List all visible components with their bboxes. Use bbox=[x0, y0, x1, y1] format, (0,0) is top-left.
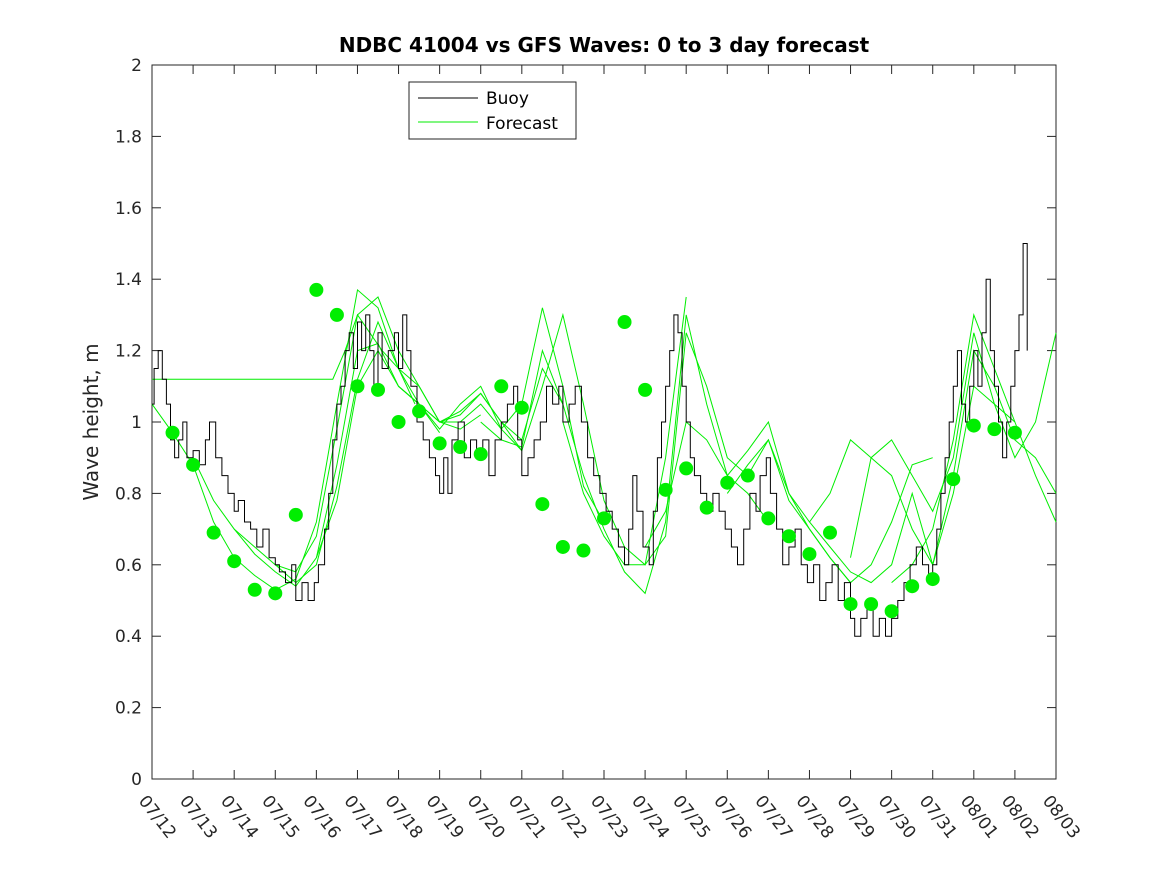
forecast-marker bbox=[391, 415, 406, 429]
y-tick-label: 0.4 bbox=[115, 627, 142, 647]
forecast-marker bbox=[699, 500, 714, 515]
forecast-marker bbox=[679, 461, 694, 476]
forecast-marker bbox=[227, 554, 242, 569]
y-tick-label: 0.2 bbox=[115, 699, 142, 719]
forecast-marker bbox=[740, 468, 755, 483]
y-tick-label: 0 bbox=[131, 770, 142, 790]
x-tick-label: 07/15 bbox=[257, 792, 303, 843]
x-tick-label: 07/12 bbox=[134, 792, 180, 843]
x-tick-label: 07/13 bbox=[175, 792, 221, 843]
forecast-marker bbox=[432, 436, 447, 451]
forecast-marker bbox=[206, 525, 221, 540]
x-tick-label: 08/01 bbox=[956, 792, 1002, 843]
forecast-marker bbox=[864, 597, 879, 612]
forecast-marker bbox=[1007, 425, 1022, 440]
forecast-marker bbox=[555, 539, 570, 554]
forecast-marker bbox=[925, 572, 940, 587]
forecast-marker bbox=[186, 457, 201, 472]
forecast-marker bbox=[946, 472, 961, 487]
x-tick-label: 07/27 bbox=[750, 792, 796, 843]
x-tick-label: 07/25 bbox=[668, 792, 714, 843]
forecast-marker bbox=[494, 379, 509, 394]
forecast-marker bbox=[535, 497, 550, 512]
forecast-marker bbox=[412, 404, 427, 419]
y-tick-label: 1.4 bbox=[115, 270, 142, 290]
x-tick-label: 08/02 bbox=[997, 792, 1043, 843]
forecast-line bbox=[850, 332, 1057, 558]
forecast-marker bbox=[453, 439, 468, 454]
forecast-line bbox=[315, 307, 605, 558]
legend-box bbox=[408, 81, 577, 140]
forecast-marker bbox=[309, 282, 324, 297]
forecast-line bbox=[398, 296, 687, 566]
forecast-marker bbox=[720, 475, 735, 490]
forecast-marker bbox=[473, 447, 488, 462]
y-tick-label: 1.8 bbox=[115, 127, 142, 147]
buoy-series-group bbox=[152, 243, 1028, 637]
forecast-marker bbox=[802, 547, 817, 562]
y-tick-label: 0.6 bbox=[115, 556, 142, 576]
plot-area bbox=[151, 64, 1057, 780]
y-tick-label: 1 bbox=[131, 413, 142, 433]
x-tick-label: 07/26 bbox=[709, 792, 755, 843]
forecast-marker bbox=[638, 382, 653, 397]
forecast-marker bbox=[966, 418, 981, 433]
forecast-line bbox=[562, 332, 851, 583]
forecast-series-group bbox=[151, 288, 1057, 595]
forecast-marker bbox=[371, 382, 385, 397]
forecast-marker bbox=[884, 604, 899, 619]
buoy-line bbox=[152, 243, 1028, 637]
x-tick-label: 07/16 bbox=[298, 792, 344, 843]
forecast-marker bbox=[329, 307, 344, 322]
forecast-marker bbox=[658, 482, 673, 497]
forecast-marker bbox=[576, 543, 591, 558]
legend-forecast-label: Forecast bbox=[486, 114, 558, 134]
x-tick-label: 08/03 bbox=[1038, 792, 1084, 843]
x-tick-label: 07/20 bbox=[463, 792, 509, 843]
y-tick-label: 0.8 bbox=[115, 484, 142, 504]
forecast-marker bbox=[987, 422, 1002, 437]
y-tick-label: 1.6 bbox=[115, 199, 142, 219]
x-tick-label: 07/31 bbox=[915, 792, 961, 843]
chart-title: NDBC 41004 vs GFS Waves: 0 to 3 day fore… bbox=[339, 33, 870, 57]
forecast-marker bbox=[597, 511, 611, 526]
y-tick-label: 2 bbox=[131, 56, 142, 76]
forecast-marker bbox=[781, 529, 796, 544]
x-tick-label: 07/29 bbox=[833, 792, 879, 843]
x-tick-label: 07/17 bbox=[340, 792, 386, 843]
forecast-marker bbox=[350, 379, 365, 394]
forecast-markers-group bbox=[165, 282, 1022, 619]
y-axis: 0 0.2 0.4 0.6 0.8 1 1.2 1.4 1.6 1.8 2 bbox=[115, 56, 1056, 790]
legend: Buoy Forecast bbox=[408, 81, 577, 140]
forecast-marker bbox=[823, 525, 837, 540]
x-tick-label: 07/28 bbox=[792, 792, 838, 843]
legend-buoy-label: Buoy bbox=[486, 89, 529, 109]
forecast-line bbox=[891, 312, 1057, 583]
forecast-marker bbox=[165, 425, 180, 440]
forecast-marker bbox=[905, 579, 920, 594]
forecast-marker bbox=[268, 586, 283, 601]
forecast-marker bbox=[247, 582, 262, 597]
x-tick-label: 07/14 bbox=[216, 792, 262, 843]
x-tick-label: 07/19 bbox=[422, 792, 468, 843]
y-tick-label: 1.2 bbox=[115, 342, 142, 362]
forecast-marker bbox=[761, 511, 776, 526]
x-tick-label: 07/22 bbox=[545, 792, 591, 843]
forecast-marker bbox=[288, 507, 303, 522]
x-tick-label: 07/24 bbox=[627, 792, 673, 843]
x-tick-label: 07/21 bbox=[504, 792, 550, 843]
y-axis-label: Wave height, m bbox=[79, 343, 103, 500]
forecast-marker bbox=[843, 597, 858, 612]
forecast-line bbox=[480, 314, 769, 595]
x-tick-label: 07/23 bbox=[586, 792, 632, 843]
x-tick-label: 07/18 bbox=[381, 792, 427, 843]
forecast-marker bbox=[617, 315, 632, 330]
x-tick-label: 07/30 bbox=[874, 792, 920, 843]
forecast-marker bbox=[514, 400, 529, 415]
